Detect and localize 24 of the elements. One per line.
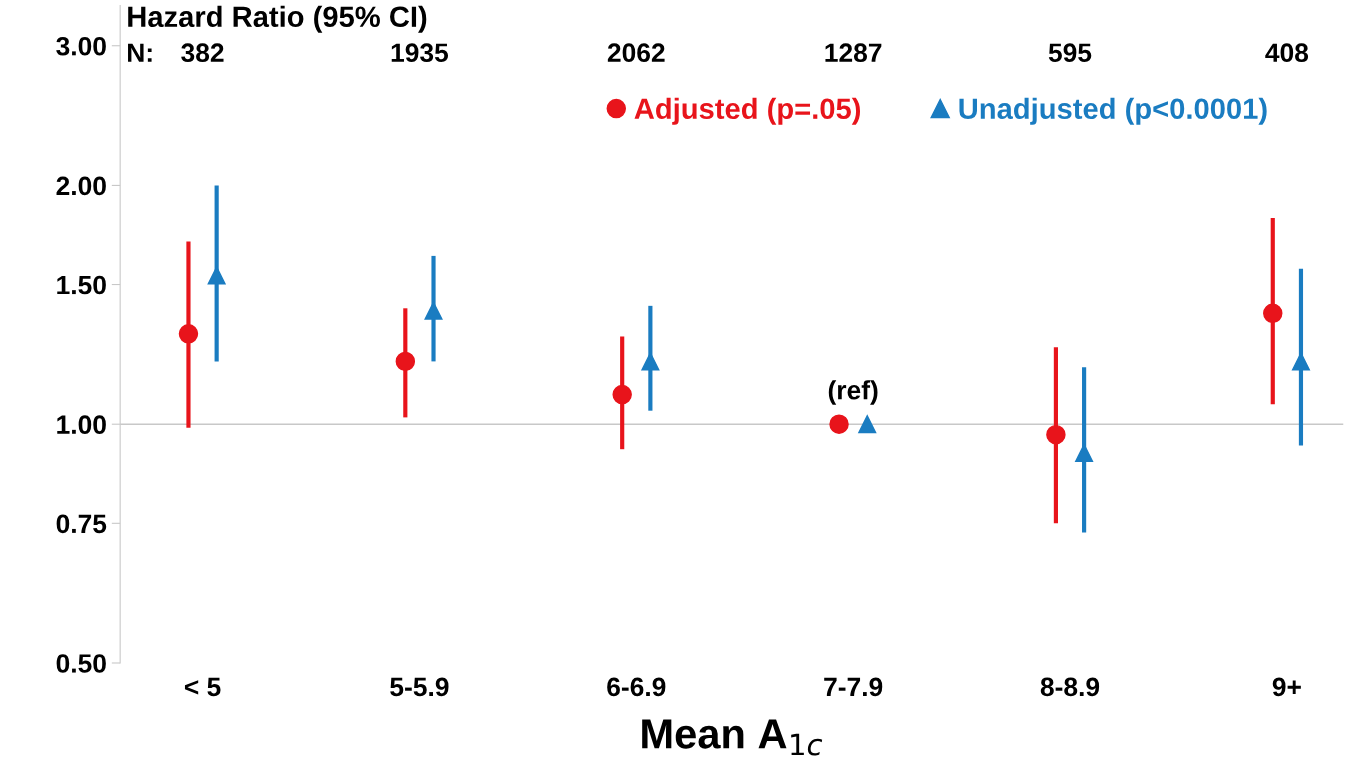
legend-label: Unadjusted (p<0.0001): [959, 97, 1267, 125]
x-tick-label: 5-5.9: [390, 677, 449, 697]
annotation: 408: [1265, 43, 1309, 63]
x-tick-label: 9+: [1272, 677, 1301, 697]
y-tick-label: 1.00: [57, 415, 106, 435]
annotation: 382: [181, 43, 224, 63]
y-tick-label: 3.00: [56, 36, 106, 56]
annotation: 1935: [391, 43, 449, 63]
x-tick-label: 7-7.9: [824, 677, 883, 697]
y-axis-title: Hazard Ratio (95% CI): [128, 5, 427, 33]
annotation: N:: [128, 43, 152, 62]
annotation: (ref): [828, 380, 878, 405]
y-tick-label: 2.00: [56, 176, 106, 196]
x-tick-label: < 5: [184, 677, 221, 697]
y-tick-label: 1.50: [57, 275, 106, 295]
x-tick-label: 8-8.9: [1040, 677, 1100, 697]
annotation: 1287: [825, 43, 882, 63]
annotation: 2062: [607, 43, 665, 63]
x-tick-label: 6-6.9: [607, 677, 666, 697]
y-tick-label: 0.50: [56, 654, 106, 673]
x-axis-title: Mean A$_{1c}$: [642, 719, 823, 756]
annotation: 595: [1048, 43, 1092, 63]
legend-label: Adjusted (p=.05): [634, 97, 861, 125]
y-tick-label: 0.75: [56, 514, 107, 534]
